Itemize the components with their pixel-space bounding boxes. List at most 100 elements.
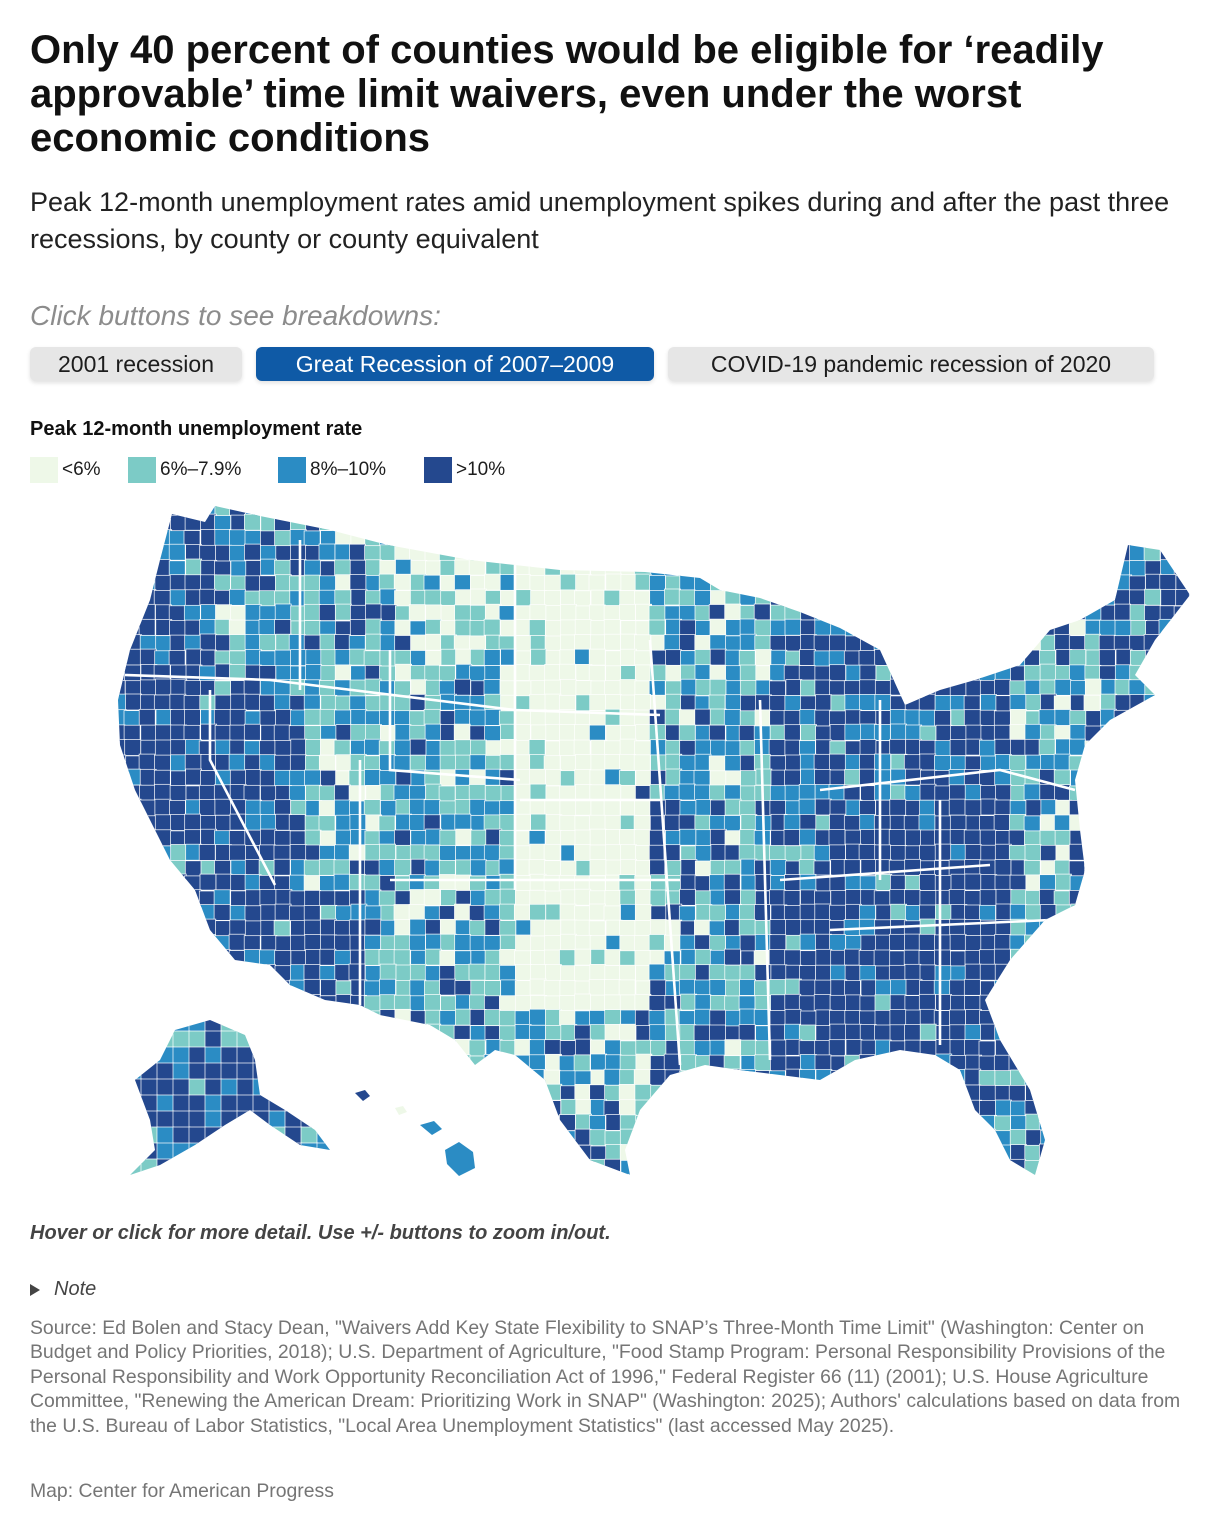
county-cell (829, 1023, 847, 1041)
contiguous-us-counties[interactable] (109, 500, 1207, 1190)
county-cell (318, 543, 336, 561)
county-cell (950, 1174, 967, 1175)
county-cell (753, 1114, 771, 1132)
county-cell (980, 874, 998, 891)
county-cell (118, 889, 127, 906)
county-cell (304, 934, 322, 951)
county-cell (170, 754, 187, 772)
county-cell (1173, 965, 1190, 982)
county-cell (665, 919, 683, 937)
county-cell (394, 619, 412, 637)
county-cell (334, 634, 351, 651)
county-cell (185, 768, 202, 786)
county-cell (679, 1160, 697, 1175)
county-cell (815, 964, 832, 982)
county-cell (1130, 528, 1148, 546)
county-cell (118, 843, 127, 861)
county-cell (665, 618, 683, 636)
county-cell (1100, 934, 1118, 952)
county-cell (409, 995, 427, 1013)
county-cell (725, 619, 743, 636)
county-cell (363, 799, 381, 816)
county-cell (739, 1144, 757, 1162)
hawaii-island-maui[interactable] (420, 1121, 442, 1135)
county-cell (680, 948, 698, 966)
borough-cell (130, 1046, 143, 1065)
county-cell (605, 528, 622, 546)
hawaii-island-oahu[interactable] (395, 1106, 407, 1115)
county-cell (1024, 934, 1041, 952)
button-great-recession[interactable]: Great Recession of 2007–2009 (256, 347, 654, 381)
county-cell (1100, 693, 1118, 711)
county-cell (139, 799, 156, 817)
county-cell (694, 919, 711, 937)
county-cell (605, 844, 623, 862)
county-cell (303, 875, 321, 892)
county-cell (814, 506, 832, 516)
county-cell (874, 1084, 892, 1102)
county-cell (213, 904, 231, 921)
hawaii-island-big-island[interactable] (445, 1142, 475, 1176)
county-cell (530, 506, 548, 517)
county-cell (1099, 619, 1117, 637)
county-cell (364, 1128, 382, 1146)
county-cell (1173, 828, 1190, 846)
county-cell (1129, 1098, 1147, 1116)
county-cell (126, 1175, 142, 1190)
county-cell (1099, 1159, 1117, 1175)
county-cell (1129, 1025, 1147, 1043)
county-cell (500, 979, 518, 997)
county-cell (469, 709, 486, 727)
county-cell (724, 830, 742, 848)
county-cell (1069, 1024, 1086, 1042)
button-2001-recession[interactable]: 2001 recession (30, 347, 242, 381)
alaska-counties[interactable] (125, 1015, 350, 1190)
county-cell (408, 604, 426, 621)
county-cell (409, 814, 426, 831)
county-cell (649, 708, 666, 726)
borough-cell (316, 1030, 330, 1049)
hawaii-island-kauai[interactable] (355, 1090, 370, 1101)
county-cell (350, 1174, 367, 1175)
county-cell (498, 1099, 516, 1116)
county-cell (619, 1173, 637, 1175)
county-cell (1189, 1130, 1190, 1148)
county-cell (575, 1144, 593, 1162)
county-cell (1173, 723, 1190, 741)
county-cell (679, 888, 696, 906)
county-cell (1114, 1174, 1132, 1175)
county-cell (800, 1099, 817, 1117)
county-cell (118, 785, 127, 802)
county-cell (815, 1025, 833, 1042)
county-cell (815, 1173, 833, 1175)
county-cell (859, 575, 876, 593)
county-cell (484, 725, 501, 743)
county-cell (440, 813, 458, 831)
county-cell (259, 694, 276, 712)
county-cell (620, 574, 638, 591)
county-cell (1054, 979, 1072, 997)
county-cell (770, 1039, 788, 1057)
county-cell (118, 1158, 128, 1175)
county-cell (439, 506, 457, 516)
county-cell (153, 559, 171, 576)
borough-cell (300, 1078, 319, 1097)
county-cell (814, 559, 832, 576)
county-cell (184, 1174, 202, 1175)
borough-cell (236, 1020, 255, 1033)
hawaii-islands[interactable] (355, 1090, 475, 1176)
county-cell (289, 1038, 307, 1056)
county-cell (799, 933, 817, 951)
county-cell (155, 678, 172, 696)
county-cell (365, 1010, 382, 1028)
county-cell (1038, 709, 1056, 727)
county-cell (1115, 844, 1133, 862)
county-cell (199, 1144, 217, 1162)
county-cell (935, 904, 952, 922)
county-cell (755, 694, 772, 712)
borough-cell (316, 1110, 330, 1129)
button-covid-recession[interactable]: COVID-19 pandemic recession of 2020 (668, 347, 1154, 381)
county-cell (739, 1114, 756, 1132)
county-choropleth-map[interactable] (0, 500, 1220, 1190)
county-cell (230, 874, 248, 891)
